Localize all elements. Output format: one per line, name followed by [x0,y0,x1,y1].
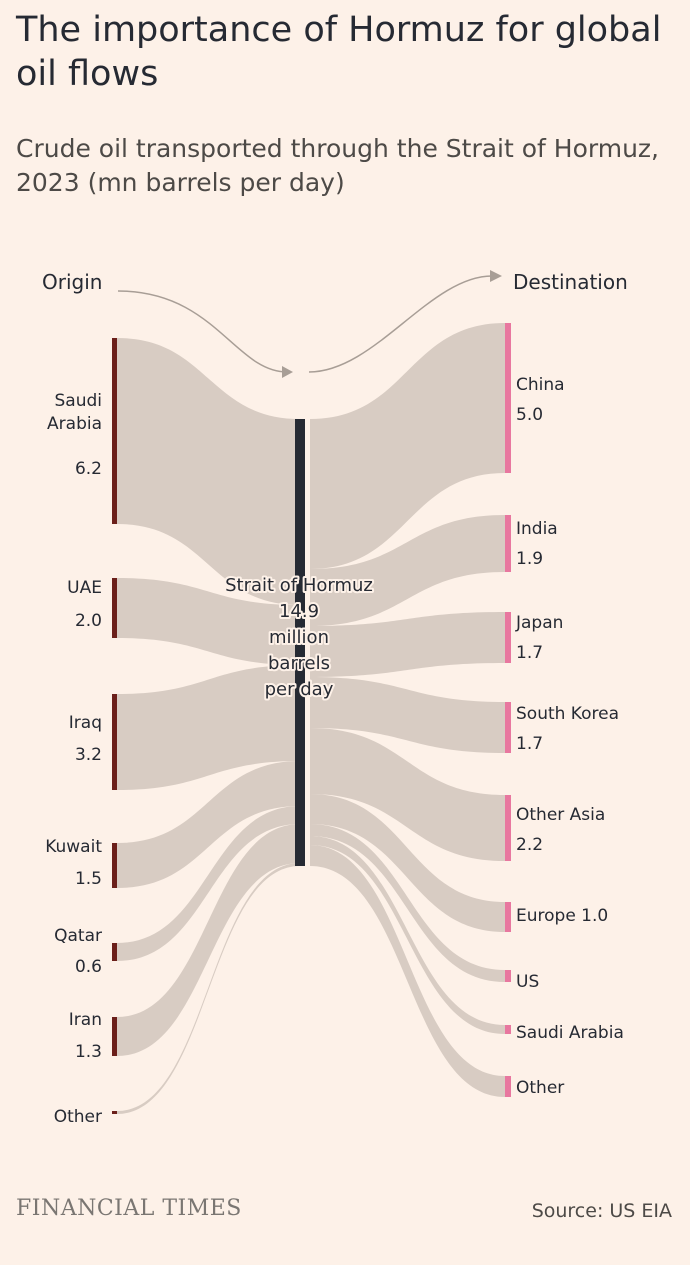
origin-name-iran: Iran [69,1010,102,1030]
origin-bar-saudi-arabia [112,338,117,524]
flow-destination-other-asia [310,728,505,861]
origin-name-qatar: Qatar [54,926,102,946]
flow-destination-japan [310,612,505,677]
origin-value-kuwait: 1.5 [75,869,102,889]
destination-value-other-asia: 2.2 [516,835,543,855]
strait-label: Strait of Hormuz [225,575,373,596]
origin-bar-iran [112,1017,117,1056]
destination-value-india: 1.9 [516,549,543,569]
destination-name-saudi-arabia: Saudi Arabia [516,1023,624,1043]
destination-bar-saudi-arabia [505,1025,511,1034]
origin-bar-iraq [112,694,117,790]
destination-arrowhead-icon [490,270,502,282]
flow-origin-saudi-arabia [117,338,300,605]
origin-name-kuwait: Kuwait [45,837,102,857]
flow-origin-kuwait [117,761,300,888]
origin-value-iraq: 3.2 [75,745,102,765]
destination-bar-china [505,323,511,473]
flow-destination-europe [310,794,505,932]
origin-name-saudi-arabia: Saudi [55,391,103,411]
flow-destination-south-korea [310,677,505,753]
flow-origin-other [117,863,300,1114]
strait-label: barrels [268,653,330,674]
origin-name-iraq: Iraq [69,713,102,733]
flow-destination-other [310,845,505,1097]
label-layer: Origin Destination Saudi Arabia 6.2 UAE 2.0 Ira… [42,270,628,1127]
origin-name-other: Other [54,1107,102,1127]
flow-destination-saudi-arabia [310,836,505,1034]
destination-label-europe: Europe 1.0 [516,906,608,926]
flow-origin-uae [117,578,300,665]
destination-name-india: India [516,519,558,539]
origin-bar-other [112,1111,117,1114]
strait-label: per day [265,679,334,700]
destination-bar-south-korea [505,702,511,753]
ft-logo: FINANCIAL TIMES [16,1196,242,1221]
destination-bar-us [505,970,511,982]
origin-arrowhead-icon [282,366,293,378]
origin-name-saudi-arabia: Arabia [47,414,102,434]
destination-value-china: 5.0 [516,405,543,425]
flow-destination-us [310,824,505,982]
destination-name-south-korea: South Korea [516,704,619,724]
source-note: Source: US EIA [531,1200,672,1222]
destination-column-label: Destination [513,270,628,294]
flow-layer [117,323,505,1114]
destination-bar-europe [505,902,511,932]
bar-layer [112,270,511,1114]
flow-origin-qatar [117,806,300,961]
destination-arrow [308,275,493,373]
origin-value-saudi-arabia: 6.2 [75,459,102,479]
origin-column-label: Origin [42,270,102,294]
origin-bar-uae [112,578,117,638]
origin-value-qatar: 0.6 [75,957,102,977]
origin-bar-kuwait [112,843,117,888]
destination-bar-japan [505,612,511,663]
destination-name-other: Other [516,1078,564,1098]
flow-destination-india [310,515,505,626]
origin-arrow [117,290,288,373]
destination-name-us: US [516,972,539,992]
destination-value-south-korea: 1.7 [516,734,543,754]
origin-value-iran: 1.3 [75,1042,102,1062]
destination-bar-other-asia [505,795,511,861]
destination-value-japan: 1.7 [516,643,543,663]
strait-label: 14.9 [279,601,319,622]
chart-subtitle: Crude oil transported through the Strait… [16,134,659,197]
flow-origin-iraq [117,665,300,790]
destination-name-china: China [516,375,565,395]
destination-bar-india [505,515,511,572]
origin-name-uae: UAE [67,578,102,598]
destination-name-other-asia: Other Asia [516,805,605,825]
strait-bar [295,419,305,866]
chart-title: The importance of Hormuz for global oil … [16,10,662,94]
origin-bar-qatar [112,943,117,961]
flow-origin-iran [117,824,300,1056]
strait-label: million [269,627,329,648]
origin-value-uae: 2.0 [75,611,102,631]
destination-bar-other [505,1076,511,1097]
flow-destination-china [310,323,505,569]
destination-name-japan: Japan [515,613,563,633]
